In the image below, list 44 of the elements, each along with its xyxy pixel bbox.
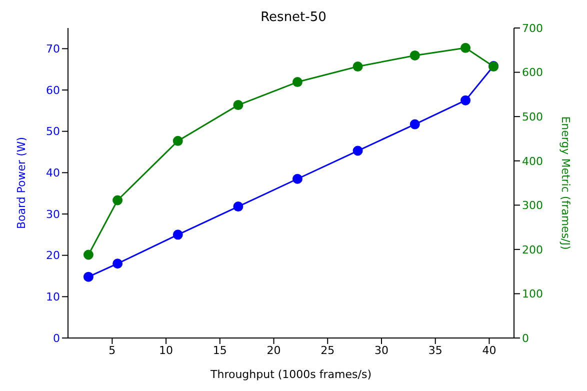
point: [112, 258, 123, 269]
x-tick-label: 10: [159, 344, 174, 357]
x-tick-label: 20: [266, 344, 281, 357]
y2-tick-label: 200: [522, 243, 543, 256]
y-tick-label: 60: [46, 84, 60, 97]
x-axis-title: Throughput (1000s frames/s): [210, 368, 372, 381]
point: [410, 50, 420, 60]
point: [352, 146, 363, 156]
point: [292, 77, 302, 88]
point: [83, 272, 94, 282]
point: [460, 95, 471, 106]
x-tick-label: 35: [428, 344, 442, 357]
x-tick-label: 15: [212, 344, 227, 357]
y-tick-label: 30: [46, 208, 60, 221]
x-tick-label: 30: [374, 344, 388, 357]
y-tick-label: 70: [46, 42, 60, 56]
y2-tick-label: 500: [522, 110, 543, 124]
x-tick-label: 5: [108, 344, 116, 357]
point: [352, 62, 363, 72]
point: [172, 230, 183, 240]
y-axis-title: Board Power (W): [14, 136, 28, 230]
y2-tick-label: 0: [522, 332, 529, 345]
y2-tick-label: 400: [522, 154, 543, 168]
y-tick-label: 40: [46, 166, 60, 180]
y2-tick-label: 600: [522, 66, 543, 80]
point: [292, 174, 302, 184]
y-tick-label: 10: [46, 290, 60, 304]
y2-tick-label: 300: [522, 199, 543, 212]
y2-axis-title: Energy Metric (frames/J): [559, 116, 572, 250]
y2-tick-label: 100: [522, 288, 543, 301]
point: [460, 42, 471, 53]
y-tick-label: 20: [46, 249, 60, 262]
point: [410, 119, 420, 130]
y-tick-label: 50: [46, 125, 60, 138]
point: [83, 250, 94, 260]
x-tick-label: 40: [482, 344, 496, 357]
y-tick-label: 0: [53, 332, 60, 345]
point: [233, 202, 244, 212]
x-tick-label: 25: [320, 344, 335, 357]
y2-tick-label: 700: [522, 22, 543, 35]
chart-title: Resnet-50: [260, 10, 326, 25]
point: [112, 195, 123, 206]
point: [172, 136, 183, 146]
point: [233, 100, 244, 110]
